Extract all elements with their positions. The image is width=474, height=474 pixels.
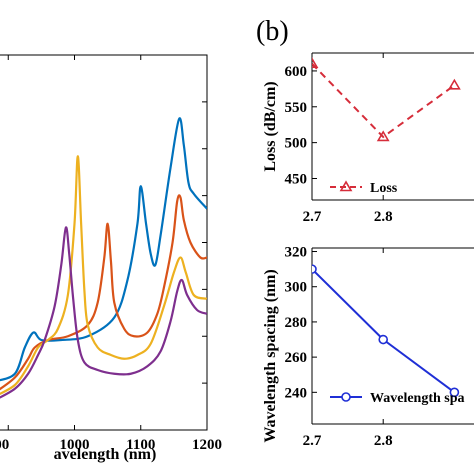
panel-b-top-point bbox=[376, 130, 390, 142]
panel-b-label: (b) bbox=[256, 16, 289, 47]
panel-b-top-ytick-label: 600 bbox=[285, 64, 308, 80]
panel-b-bottom-legend-marker bbox=[341, 392, 351, 402]
panel-b-top-xtick-label: 2.7 bbox=[303, 209, 322, 225]
panel-b-top-ytick-label: 450 bbox=[285, 171, 308, 187]
panel-b-bottom-ylabel: Wavelength spacing (nm) bbox=[262, 269, 279, 442]
panel-b-bottom-ytick-label: 320 bbox=[285, 245, 308, 261]
panel-b-bottom-point bbox=[449, 387, 460, 398]
panel-a-frame bbox=[0, 54, 208, 431]
panel-b-bottom-legend-label: Wavelength spa bbox=[370, 391, 465, 406]
panel-b-bottom-ytick-label: 300 bbox=[285, 280, 308, 296]
panel-b-top-ytick-label: 550 bbox=[285, 100, 308, 116]
panel-b-bottom-ytick-label: 240 bbox=[285, 385, 308, 401]
panel-b-charts: (b) 450 500 550 600 2.7 2.8 Loss Loss (dB/cm) 24… bbox=[256, 16, 474, 449]
panel-b-top-legend-label: Loss bbox=[370, 181, 398, 196]
panel-a-series-group bbox=[0, 117, 207, 399]
panel-b-bottom-xtick-label: 2.8 bbox=[374, 433, 393, 449]
panel-b-top-xtick-label: 2.8 bbox=[374, 209, 393, 225]
panel-b-bottom-series-line bbox=[312, 268, 455, 394]
panel-a-xtick-label-partial: 00 bbox=[0, 437, 9, 453]
panel-a-xlabel: avelength (nm) bbox=[54, 446, 157, 463]
panel-b-bottom-point bbox=[312, 264, 317, 274]
panel-b-top-point bbox=[312, 57, 319, 69]
panel-a-xtick-label: 1000 bbox=[60, 437, 90, 453]
panel-a-xtick-label: 1200 bbox=[192, 437, 222, 453]
panel-b-bottom-point bbox=[378, 334, 389, 345]
panel-b-top-series-line bbox=[312, 63, 455, 139]
panel-a-series-line-1 bbox=[0, 117, 207, 382]
panel-a-chart: 1000 1100 1200 00 avelength (nm) bbox=[0, 54, 222, 463]
panel-b-bottom-ytick-label: 260 bbox=[285, 350, 308, 366]
panel-b-top-ytick-label: 500 bbox=[285, 136, 308, 152]
panel-a-series-line-3 bbox=[0, 155, 207, 396]
panel-a-series-line-4 bbox=[0, 226, 207, 399]
panel-b-top-legend-marker bbox=[339, 180, 353, 192]
panel-b-bottom-xtick-label: 2.7 bbox=[303, 433, 322, 449]
panel-a-xtick-label: 1100 bbox=[126, 437, 155, 453]
panel-b-bottom-ytick-label: 280 bbox=[285, 315, 308, 331]
panel-b-top-point bbox=[448, 78, 461, 90]
panel-b-bottom-series-group bbox=[312, 264, 460, 398]
panel-b-top-series-group bbox=[312, 57, 461, 142]
panel-b-top-ylabel: Loss (dB/cm) bbox=[262, 81, 279, 171]
